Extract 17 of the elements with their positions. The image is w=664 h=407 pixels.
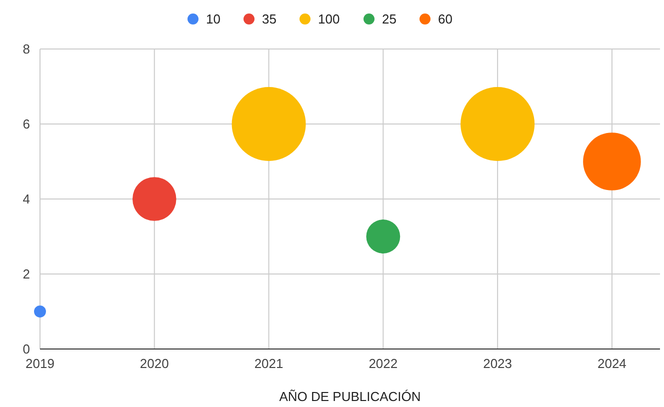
x-axis-title: AÑO DE PUBLICACIÓN	[279, 389, 421, 404]
y-tick-label: 6	[22, 116, 30, 132]
legend-label: 10	[206, 12, 220, 26]
legend-label: 35	[262, 12, 276, 26]
x-tick-label: 2022	[368, 356, 398, 371]
x-tick-label: 2021	[254, 356, 284, 371]
y-tick-label: 8	[22, 42, 30, 56]
x-tick-label: 2020	[140, 356, 169, 371]
x-tick-label: 2019	[26, 356, 54, 371]
x-tick-label: 2024	[597, 356, 626, 371]
y-tick-label: 0	[22, 342, 30, 356]
x-tick-label: 2023	[483, 356, 512, 371]
legend-label: 25	[382, 12, 396, 26]
y-tick-label: 4	[22, 192, 30, 206]
y-tick-label: 2	[22, 266, 30, 282]
legend-label: 60	[438, 12, 452, 26]
legend-label: 100	[318, 12, 340, 26]
